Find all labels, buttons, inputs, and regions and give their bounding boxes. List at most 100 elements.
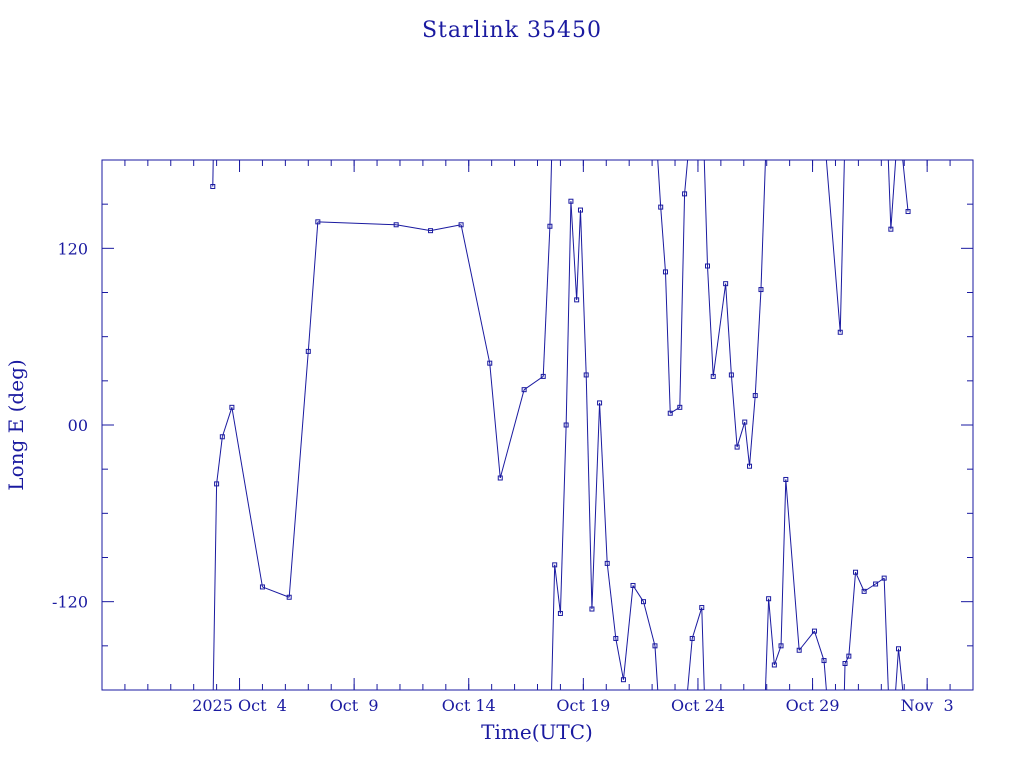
data-point — [630, 582, 636, 588]
series-segment — [785, 479, 800, 651]
data-point — [540, 373, 546, 379]
series-segment — [780, 479, 787, 646]
axis-ticks — [102, 160, 973, 690]
x-axis-label: Time(UTC) — [481, 720, 593, 744]
data-point — [846, 653, 852, 659]
series-segment — [706, 265, 714, 377]
x-tick-label: Oct 24 — [671, 696, 725, 715]
series-segment — [585, 374, 593, 610]
series-segment — [549, 160, 553, 227]
series-segment — [883, 578, 889, 690]
series-segment — [307, 221, 319, 352]
series-segment — [823, 660, 827, 690]
data-point — [662, 269, 668, 275]
series-segment — [764, 598, 770, 690]
data-point — [710, 373, 716, 379]
data-point — [214, 481, 220, 487]
data-point — [837, 329, 843, 335]
series-segment — [798, 630, 815, 651]
data-point — [613, 635, 619, 641]
x-tick-label: Oct 9 — [330, 696, 379, 715]
series-segment — [684, 160, 689, 194]
data-point — [811, 628, 817, 634]
series-segment — [542, 226, 551, 377]
data-point — [563, 422, 569, 428]
data-point — [658, 204, 664, 210]
series-segment — [221, 407, 233, 437]
data-point — [842, 661, 848, 666]
data-point — [742, 419, 748, 425]
data-point — [652, 643, 658, 649]
data-point — [393, 222, 399, 228]
data-point — [210, 184, 216, 189]
y-tick-label: -120 — [52, 593, 88, 612]
series-segment — [890, 160, 897, 230]
data-point — [881, 575, 887, 581]
series-segment — [523, 376, 544, 391]
data-point — [583, 372, 589, 378]
series-segment — [606, 563, 617, 639]
series-segment — [703, 160, 708, 267]
series-segment — [660, 207, 666, 272]
data-point — [734, 444, 740, 450]
series-segment — [760, 160, 766, 290]
chart-title: Starlink 35450 — [422, 18, 602, 43]
data-point — [699, 605, 705, 611]
y-tick-label: 120 — [57, 239, 88, 258]
y-axis-label: Long E (deg) — [4, 359, 28, 490]
data-point — [219, 434, 225, 440]
data-point — [677, 404, 683, 410]
series-segment — [576, 210, 581, 300]
data-point — [667, 410, 673, 416]
series-segment — [687, 638, 693, 690]
series-segment — [898, 648, 904, 690]
data-point — [428, 228, 434, 234]
data-point — [747, 463, 753, 469]
series-segment — [895, 648, 900, 690]
data-point — [905, 209, 911, 215]
data-point — [783, 476, 789, 482]
data-point — [728, 372, 734, 378]
data-point — [689, 635, 695, 641]
series-segment — [848, 572, 857, 657]
data-point — [752, 393, 758, 399]
series-segment — [643, 601, 656, 646]
data-point — [778, 643, 784, 649]
series-segment — [887, 160, 892, 230]
series-segment — [839, 160, 845, 333]
series-segment — [317, 221, 397, 226]
data-point — [589, 606, 595, 612]
data-point — [305, 348, 311, 354]
x-tick-label: 2025 Oct 4 — [192, 696, 287, 715]
data-point — [286, 594, 292, 600]
series-segment — [288, 351, 309, 598]
data-point — [796, 647, 802, 653]
series-segment — [430, 224, 462, 232]
series-segment — [730, 374, 738, 448]
series-segment — [570, 201, 578, 300]
series-segment — [768, 598, 775, 666]
series-segment — [736, 421, 746, 448]
series-segment — [216, 436, 223, 484]
data-point — [259, 584, 265, 590]
x-tick-label: Nov 3 — [901, 696, 954, 715]
y-tick-labels: -120 00 120 — [52, 239, 88, 611]
data-point — [723, 281, 729, 287]
data-point — [568, 198, 574, 204]
data-point — [574, 297, 580, 303]
series-segment — [499, 389, 525, 479]
series-segment — [679, 193, 686, 408]
series-segment — [231, 407, 263, 588]
data-point — [873, 581, 879, 587]
data-point — [766, 596, 772, 602]
series-segment — [559, 424, 567, 614]
series-segment — [554, 564, 561, 614]
series-segment — [701, 607, 705, 690]
series-segment — [632, 585, 644, 602]
data-point — [487, 360, 493, 366]
series-segment — [615, 638, 624, 680]
data-point — [682, 191, 688, 197]
series-segment — [754, 289, 762, 396]
series-segment — [657, 160, 662, 208]
